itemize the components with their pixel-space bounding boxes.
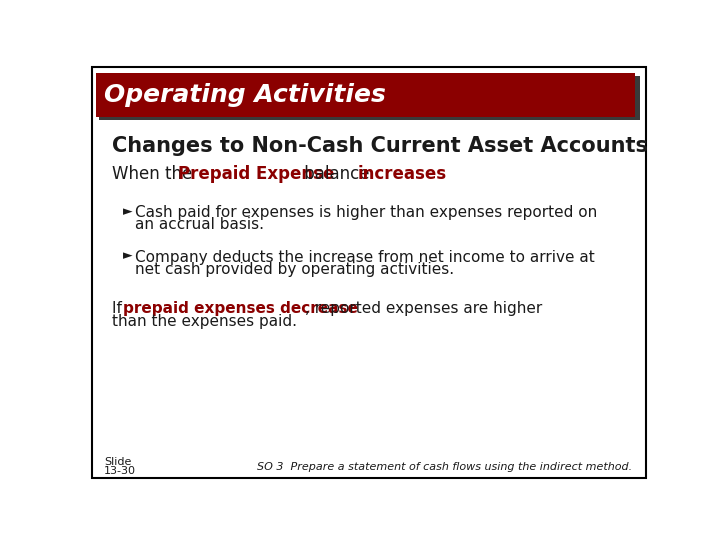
Text: SO 3  Prepare a statement of cash flows using the indirect method.: SO 3 Prepare a statement of cash flows u…: [257, 462, 632, 472]
Text: Cash paid for expenses is higher than expenses reported on: Cash paid for expenses is higher than ex…: [135, 205, 597, 220]
Text: increases: increases: [358, 165, 447, 183]
Text: Slide: Slide: [104, 457, 131, 467]
Bar: [99, 76, 640, 120]
Text: Changes to Non-Cash Current Asset Accounts: Changes to Non-Cash Current Asset Accoun…: [112, 136, 648, 156]
Text: 13-30: 13-30: [104, 465, 136, 476]
Text: If: If: [112, 301, 127, 316]
Text: prepaid expenses decrease: prepaid expenses decrease: [123, 301, 358, 316]
Text: ►: ►: [122, 205, 132, 218]
Text: than the expenses paid.: than the expenses paid.: [112, 314, 297, 328]
Text: an accrual basis.: an accrual basis.: [135, 217, 264, 232]
Bar: [96, 73, 635, 117]
Text: , reported expenses are higher: , reported expenses are higher: [305, 301, 542, 316]
Text: Prepaid Expense: Prepaid Expense: [178, 165, 334, 183]
Text: net cash provided by operating activities.: net cash provided by operating activitie…: [135, 262, 454, 277]
Text: ►: ►: [122, 249, 132, 262]
Text: Operating Activities: Operating Activities: [104, 83, 386, 107]
Text: When the: When the: [112, 165, 197, 183]
Text: Company deducts the increase from net income to arrive at: Company deducts the increase from net in…: [135, 249, 595, 265]
Text: balance: balance: [299, 165, 375, 183]
